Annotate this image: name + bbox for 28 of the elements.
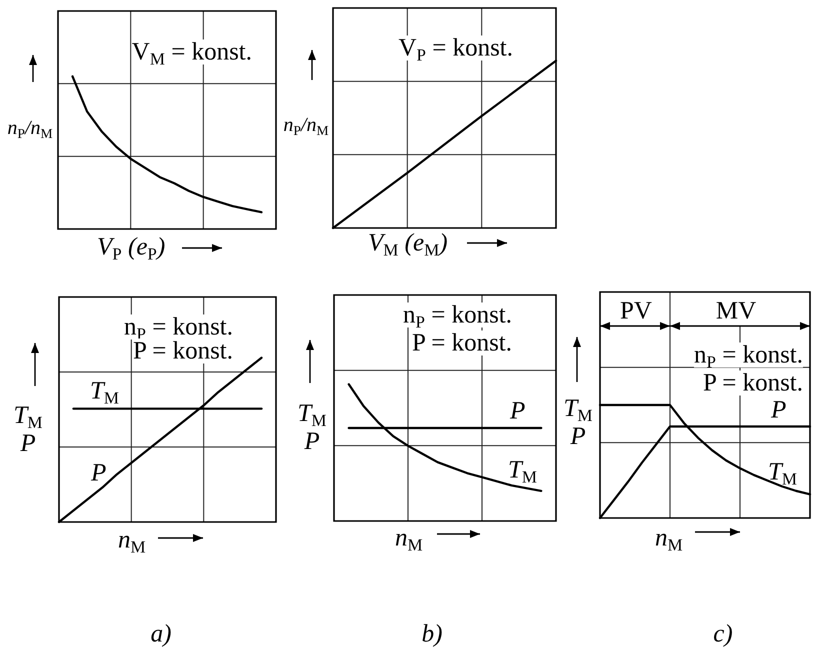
text: c) <box>713 620 733 648</box>
text: PV <box>620 298 652 324</box>
annotation: P = konst. <box>133 338 233 364</box>
text: a) <box>150 620 172 648</box>
text: V$_{M}$ = konst. <box>132 38 252 68</box>
text: b) <box>422 620 442 648</box>
y-axis-title: n$_{P}$/n$_{M}$ <box>7 117 53 141</box>
x-axis-title: V$_{P}$ (e$_{P}$) <box>97 234 166 264</box>
text: n$_{P}$ = konst. <box>403 302 512 332</box>
x-axis-title: V$_{M}$ (e$_{M}$) <box>368 230 448 260</box>
y-axis-title: T$_{M}$ P <box>562 395 594 451</box>
series-label: P <box>91 460 106 486</box>
series-label: P <box>771 396 786 424</box>
text: n$_{P}$ = konst. <box>694 342 803 372</box>
series-label: T$_{M}$ <box>768 458 798 488</box>
text: P = konst. <box>412 330 512 356</box>
text: P = konst. <box>703 370 803 396</box>
x-axis-title: n$_{M}$ <box>118 526 146 556</box>
series-label: T$_{M}$ <box>90 378 120 408</box>
x-axis-title: n$_{M}$ <box>655 524 683 554</box>
x-axis-title: n$_{M}$ <box>395 524 423 554</box>
text: MV <box>716 298 756 324</box>
y-axis-title: T$_{M}$ P <box>296 400 328 456</box>
y-axis-title: n$_{P}$/n$_{M}$ <box>283 114 329 138</box>
y-axis-title: T$_{M}$ P <box>12 402 44 458</box>
series-label: P <box>510 398 526 424</box>
series-label: T$_{M}$ <box>508 456 538 486</box>
annotation: V$_{P}$ = konst. <box>398 34 513 64</box>
